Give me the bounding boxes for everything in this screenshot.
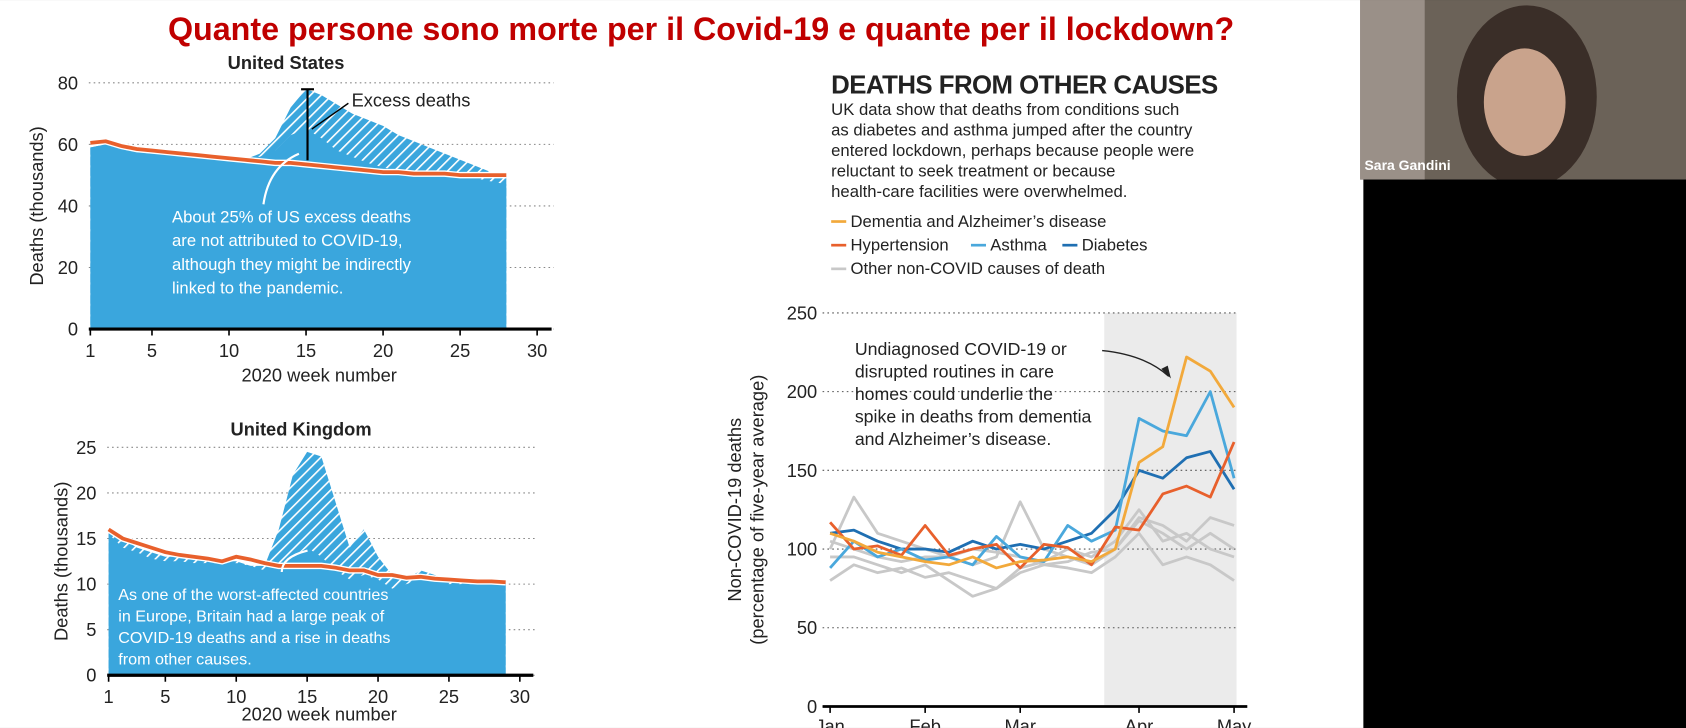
annotation: Excess deaths xyxy=(352,89,471,110)
y-axis-label: Non-COVID-19 deaths xyxy=(724,418,745,602)
area-series xyxy=(90,128,507,330)
chart-subtitle: reluctant to seek treatment or because xyxy=(831,161,1115,180)
annotation: from other causes. xyxy=(118,651,251,669)
annotation-arrow xyxy=(311,102,349,130)
annotation-arrow xyxy=(262,152,300,205)
chart-title: DEATHS FROM OTHER CAUSES xyxy=(831,72,1218,100)
y-axis-label: Deaths (thousands) xyxy=(26,126,47,285)
annotation: although they might be indirectly xyxy=(172,255,412,274)
x-tick-label: 20 xyxy=(368,686,388,707)
line-series xyxy=(828,495,1235,567)
y-tick-label: 0 xyxy=(807,696,817,717)
y-tick-label: 200 xyxy=(787,381,817,402)
legend-label: Other non-COVID causes of death xyxy=(851,259,1106,278)
slide-title: Quante persone sono morte per il Covid-1… xyxy=(168,11,1234,47)
y-axis-label: (percentage of five-year average) xyxy=(746,375,767,645)
line-series xyxy=(829,450,1236,554)
y-tick-label: 60 xyxy=(58,134,78,155)
x-tick-label: 30 xyxy=(527,340,547,361)
x-tick-label: Feb xyxy=(909,715,940,728)
legend-label: Diabetes xyxy=(1082,236,1148,255)
annotation: homes could underlie the xyxy=(855,384,1053,404)
line-series xyxy=(90,139,507,178)
x-tick-label: 1 xyxy=(104,686,114,707)
annotation: disrupted routines in care xyxy=(855,361,1054,381)
arrow-head xyxy=(1161,365,1171,379)
annotation: in Europe, Britain had a large peak of xyxy=(118,608,385,626)
legend-label: Asthma xyxy=(990,236,1047,255)
x-tick-label: 20 xyxy=(373,340,393,361)
x-tick-label: Jan xyxy=(815,715,844,728)
y-tick-label: 80 xyxy=(58,72,78,93)
y-tick-label: 50 xyxy=(797,617,817,638)
y-tick-label: 100 xyxy=(787,539,817,560)
annotation: are not attributed to COVID-19, xyxy=(172,231,403,250)
participant-name: Sara Gandini xyxy=(1364,157,1450,173)
x-tick-label: 5 xyxy=(147,340,157,361)
x-tick-label: 25 xyxy=(450,340,470,361)
line-series xyxy=(829,531,1235,590)
line-series xyxy=(107,527,506,585)
legend-label: Hypertension xyxy=(851,236,949,255)
y-tick-label: 250 xyxy=(787,302,817,323)
annotation: spike in deaths from dementia xyxy=(855,407,1092,427)
annotation: COVID-19 deaths and a rise in deaths xyxy=(118,629,390,647)
y-tick-label: 0 xyxy=(86,665,96,686)
annotation-arrow xyxy=(1102,349,1170,377)
annotation: About 25% of US excess deaths xyxy=(172,208,411,227)
y-tick-label: 5 xyxy=(86,619,96,640)
x-axis-label: 2020 week number xyxy=(242,703,397,724)
area-series xyxy=(108,533,506,676)
x-tick-label: 15 xyxy=(296,340,316,361)
chart-subtitle: UK data show that deaths from conditions… xyxy=(831,100,1179,119)
x-tick-label: Apr xyxy=(1125,715,1153,728)
annotation: Undiagnosed COVID-19 or xyxy=(855,339,1067,359)
x-tick-label: May xyxy=(1217,715,1252,728)
annotation: As one of the worst-affected countries xyxy=(118,586,388,604)
x-tick-label: Mar xyxy=(1004,715,1035,728)
y-tick-label: 40 xyxy=(58,195,78,216)
legend-label: Dementia and Alzheimer’s disease xyxy=(851,212,1107,231)
lockdown-shading xyxy=(1104,312,1237,707)
video-panel xyxy=(1363,179,1686,728)
y-tick-label: 150 xyxy=(787,460,817,481)
shelf xyxy=(1360,0,1425,180)
line-series xyxy=(829,441,1236,570)
chart-title: United Kingdom xyxy=(231,419,372,440)
chart-subtitle: as diabetes and asthma jumped after the … xyxy=(831,121,1193,140)
y-axis-label: Deaths (thousands) xyxy=(51,482,72,641)
annotation: linked to the pandemic. xyxy=(172,279,343,298)
chart-subtitle: health-care facilities were overwhelmed. xyxy=(831,182,1127,201)
x-tick-label: 30 xyxy=(510,686,530,707)
line-series xyxy=(829,355,1236,570)
x-tick-label: 10 xyxy=(219,340,239,361)
y-tick-label: 15 xyxy=(76,528,96,549)
x-tick-label: 5 xyxy=(160,686,170,707)
y-tick-label: 0 xyxy=(68,319,78,340)
x-tick-label: 10 xyxy=(226,686,246,707)
x-tick-label: 15 xyxy=(297,686,317,707)
chart-subtitle: entered lockdown, perhaps because people… xyxy=(831,141,1194,160)
x-tick-label: 1 xyxy=(85,340,95,361)
y-tick-label: 25 xyxy=(76,437,96,458)
x-axis-label: 2020 week number xyxy=(241,365,396,386)
chart-title: United States xyxy=(228,52,345,73)
y-tick-label: 20 xyxy=(76,482,96,503)
annotation: and Alzheimer’s disease. xyxy=(855,429,1052,449)
x-tick-label: 25 xyxy=(439,686,459,707)
y-tick-label: 10 xyxy=(76,574,96,595)
line-series xyxy=(830,508,1235,598)
person-face xyxy=(1483,48,1566,156)
annotation-arrow xyxy=(280,549,308,573)
y-tick-label: 20 xyxy=(58,257,78,278)
